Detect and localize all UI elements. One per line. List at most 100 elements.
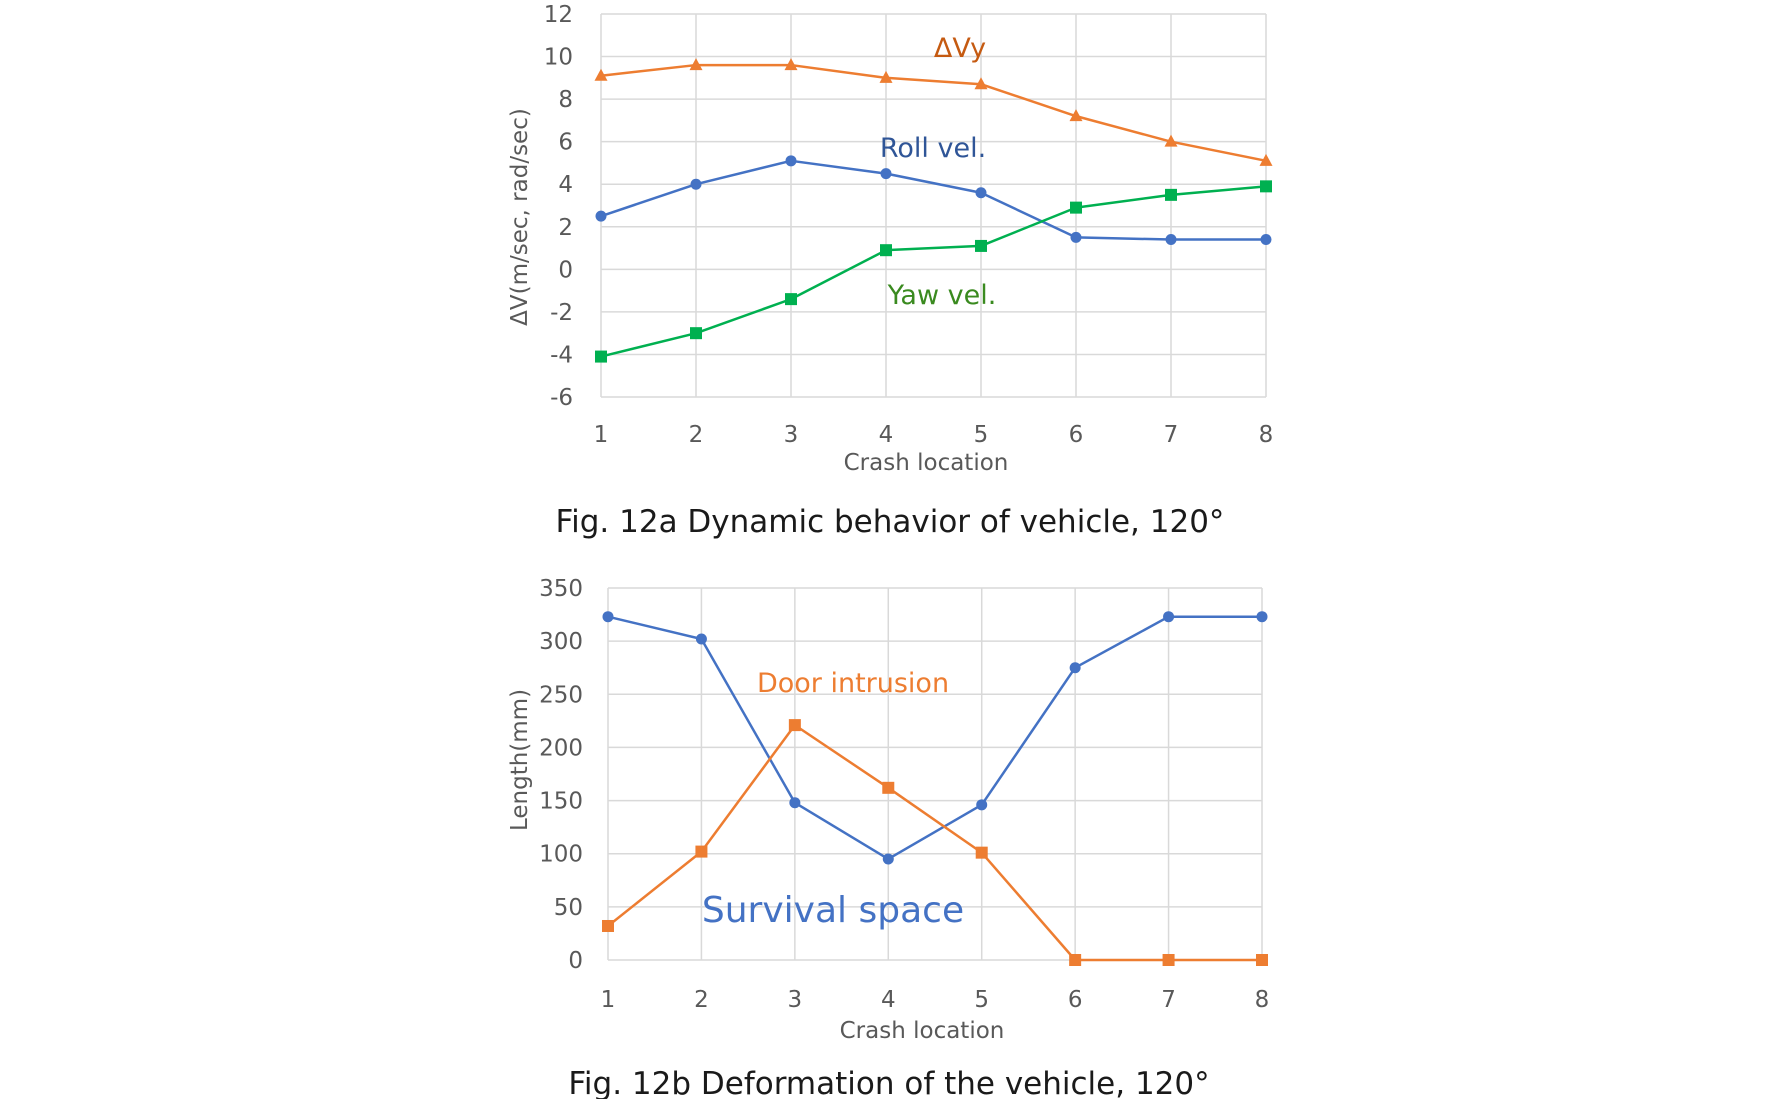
chart-12a-point-roll-vel [690,178,702,190]
chart-12b-point-survival-space [1256,611,1268,623]
chart-12a-y-tick-label: -4 [550,342,573,368]
chart-12a-x-tick-label: 1 [594,422,609,448]
chart-12b-point-door-intrusion [882,781,895,794]
chart-12a-x-ticks: 1 2 3 4 5 6 7 8 [594,422,1274,448]
chart-12a-point-vy [1069,109,1083,122]
chart-12b-point-survival-space [695,633,707,645]
chart-12b-point-door-intrusion [975,846,988,859]
chart-12a-point-yaw-vel [1165,188,1177,201]
chart-12a-point-roll-vel [1260,234,1272,246]
chart-12b-gridlines [607,587,1263,961]
chart-12a-point-yaw-vel [785,293,797,306]
chart-12a-y-tick-label: 6 [558,130,573,156]
chart-12b-x-tick-label: 8 [1255,987,1270,1013]
chart-12b-x-tick-label: 5 [974,987,989,1013]
chart-12b-y-tick-label: 200 [539,735,583,761]
chart-12a-point-yaw-vel [880,244,892,257]
chart-12b-point-survival-space [1069,662,1081,674]
chart-12a-point-roll-vel [880,168,892,180]
chart-12a-series-line-yaw-vel [600,185,1267,358]
chart-12b-y-ticks: 350 300 250 200 150 100 50 0 [539,576,583,974]
chart-12b-x-tick-label: 4 [881,987,896,1013]
chart-12b-series [602,611,1268,966]
chart-12b-caption: Fig. 12b Deformation of the vehicle, 120… [568,1066,1209,1099]
chart-12a-y-tick-label: 10 [544,45,573,71]
chart-12a-ylabel: ΔV(m/sec, rad/sec) [507,108,533,326]
chart-12b-point-survival-space [1163,611,1175,623]
chart-12b-point-door-intrusion [695,845,708,858]
chart-12b-point-survival-space [789,797,801,809]
chart-12a-x-tick-label: 2 [689,422,704,448]
chart-12a-x-tick-label: 8 [1259,422,1274,448]
chart-12a-xlabel: Crash location [844,450,1009,476]
chart-12b-x-tick-label: 7 [1161,987,1176,1013]
chart-12b-point-door-intrusion [1069,954,1082,966]
chart-12a-x-tick-label: 5 [974,422,989,448]
chart-12a-point-vy [784,58,798,71]
chart-12a-annotation-yaw: Yaw vel. [887,280,997,311]
chart-12a-point-roll-vel [785,155,797,167]
chart-12a-point-roll-vel [975,187,987,199]
chart-12b-point-door-intrusion [1256,954,1268,966]
chart-12b-x-tick-label: 1 [601,987,616,1013]
chart-12a-point-vy [689,58,703,71]
chart-12b-x-tick-label: 6 [1068,987,1083,1013]
chart-12a-y-ticks: 12 10 8 6 4 2 0 -2 -4 -6 [544,2,573,411]
chart-12b-point-door-intrusion [788,719,801,732]
chart-12a-y-tick-label: 8 [558,87,573,113]
chart-12b-y-tick-label: 250 [539,682,583,708]
chart-12a-point-vy [594,68,608,81]
chart-12b-y-tick-label: 150 [539,789,583,815]
chart-12b-point-survival-space [882,853,894,865]
chart-12a-annotation-roll: Roll vel. [880,133,986,164]
chart-12b: 350 300 250 200 150 100 50 0 1 2 3 4 5 6 7 8 Length(mm… [507,576,1269,1099]
chart-12b-x-tick-label: 3 [788,987,803,1013]
chart-12a-point-vy [1164,134,1178,147]
chart-12a-point-vy [879,70,893,83]
chart-12b-y-tick-label: 50 [554,895,583,921]
chart-12b-x-ticks: 1 2 3 4 5 6 7 8 [601,987,1270,1013]
chart-12b-x-tick-label: 2 [694,987,709,1013]
chart-12a-y-tick-label: 0 [558,257,573,283]
chart-12b-point-survival-space [976,799,988,811]
chart-12b-ylabel: Length(mm) [507,689,533,831]
chart-12a-x-tick-label: 3 [784,422,799,448]
chart-12a-point-roll-vel [595,210,607,222]
chart-12a-point-vy [1259,153,1273,166]
chart-12a-point-yaw-vel [1260,180,1272,193]
chart-12b-series-line-survival-space [607,615,1262,861]
chart-12b-y-tick-label: 350 [539,576,583,602]
chart-12a-point-yaw-vel [690,327,702,340]
chart-12a-series-line-vy [600,63,1267,163]
chart-12b-annotation-door: Door intrusion [757,668,949,699]
chart-12a-y-tick-label: 12 [544,2,573,28]
chart-12a-y-tick-label: 2 [558,215,573,241]
chart-12a-y-tick-label: -6 [550,385,573,411]
chart-12a-annotation-dvy: ΔVy [934,33,986,64]
chart-12b-point-door-intrusion [1162,954,1175,966]
chart-12a-x-tick-label: 7 [1164,422,1179,448]
chart-12a-point-yaw-vel [975,239,987,252]
chart-12a-point-yaw-vel [595,350,607,363]
chart-12a-point-roll-vel [1070,231,1082,243]
chart-12a-point-yaw-vel [1070,201,1082,214]
chart-12a-point-vy [974,77,988,90]
chart-12b-series-line-door-intrusion [607,723,1262,962]
chart-12a-series [594,58,1273,363]
chart-12b-point-door-intrusion [602,919,614,932]
chart-12b-y-tick-label: 300 [539,629,583,655]
chart-12b-annotation-survival: Survival space [702,890,964,931]
chart-12a-caption: Fig. 12a Dynamic behavior of vehicle, 12… [556,504,1225,540]
chart-12a-y-tick-label: 4 [558,172,573,198]
chart-12a-point-roll-vel [1165,234,1177,246]
chart-12b-xlabel: Crash location [840,1018,1005,1044]
chart-12a-gridlines [600,13,1267,398]
chart-12b-point-survival-space [602,611,614,623]
chart-12a-series-line-roll-vel [600,159,1266,241]
chart-12a-x-tick-label: 6 [1069,422,1084,448]
chart-12b-y-tick-label: 0 [568,948,583,974]
chart-12a-x-tick-label: 4 [879,422,894,448]
chart-12a-y-tick-label: -2 [550,300,573,326]
